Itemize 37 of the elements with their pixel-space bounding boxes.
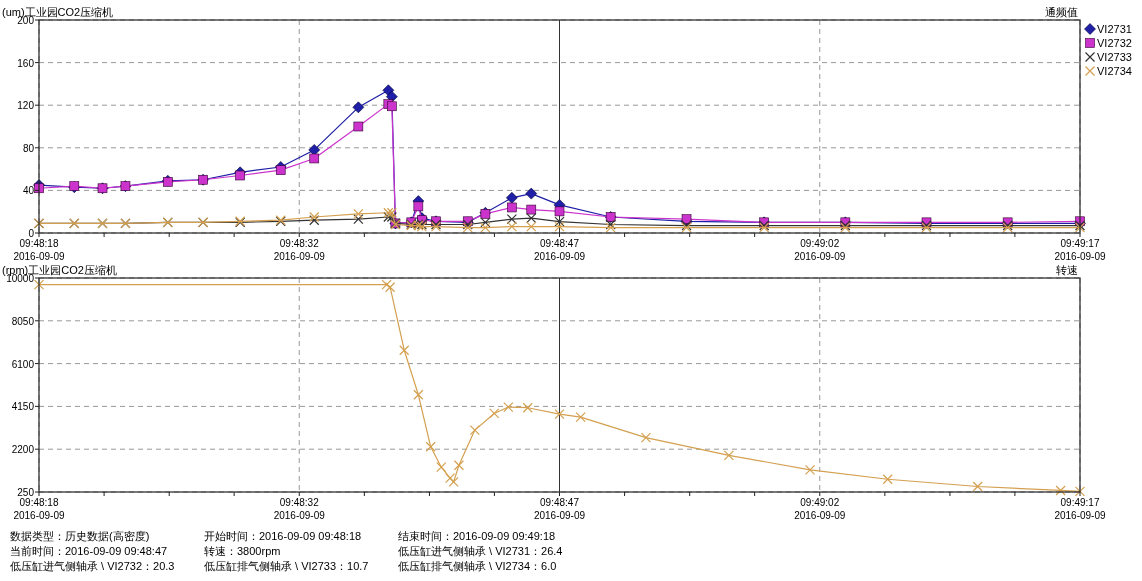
text: 低压缸排气侧轴承 \ VI2734：6.0 (398, 560, 557, 572)
chart-title: (rpm)工业园CO2压缩机 (2, 264, 117, 276)
chart-subtitle: 转速 (1056, 264, 1078, 276)
y-tick-label: 2200 (11, 444, 35, 456)
y-tick-label: 40 (22, 185, 35, 197)
y-tick-label: 160 (17, 57, 35, 69)
y-tick-label: 120 (17, 100, 35, 112)
x-tick-label: 09:49:17 2016-09-09 (1054, 238, 1107, 262)
text: 低压缸进气侧轴承 \ VI2731：26.4 (398, 545, 563, 557)
x-tick-label: 09:48:47 2016-09-09 (533, 238, 586, 262)
legend-label: VI2734 (1097, 65, 1132, 77)
text: 结束时间：2016-09-09 09:49:18 (398, 530, 556, 542)
text: 数据类型：历史数据(高密度) (10, 530, 150, 542)
text: 开始时间：2016-09-09 09:48:18 (204, 530, 362, 542)
y-tick-label: 8050 (11, 315, 35, 327)
x-tick-label: 09:49:02 2016-09-09 (794, 238, 846, 262)
y-tick-label: 0 (28, 228, 35, 239)
y-tick-label: 80 (22, 142, 35, 154)
text: 低压缸排气侧轴承 \ VI2733：10.7 (204, 560, 369, 572)
x-tick-label: 09:48:18 2016-09-09 (13, 497, 66, 521)
legend-label: VI2731 (1097, 23, 1132, 35)
y-tick-label: 4150 (11, 401, 35, 413)
legend-label: VI2732 (1097, 37, 1132, 49)
chart-subtitle: 通频值 (1045, 6, 1078, 18)
x-tick-label: 09:48:32 2016-09-09 (273, 497, 326, 521)
y-tick-label: 250 (17, 487, 35, 498)
text: 当前时间：2016-09-09 09:48:47 (10, 545, 168, 557)
text: 转速：3800rpm (204, 545, 281, 557)
x-tick-label: 09:49:17 2016-09-09 (1054, 497, 1107, 521)
legend-label: VI2733 (1097, 51, 1132, 63)
y-tick-label: 6100 (11, 358, 35, 370)
chart-title: (um)工业园CO2压缩机 (2, 6, 114, 18)
text: 低压缸进气侧轴承 \ VI2732：20.3 (10, 560, 175, 572)
x-tick-label: 09:48:47 2016-09-09 (533, 497, 586, 521)
x-tick-label: 09:49:02 2016-09-09 (794, 497, 846, 521)
x-tick-label: 09:48:32 2016-09-09 (273, 238, 326, 262)
x-tick-label: 09:48:18 2016-09-09 (13, 238, 66, 262)
